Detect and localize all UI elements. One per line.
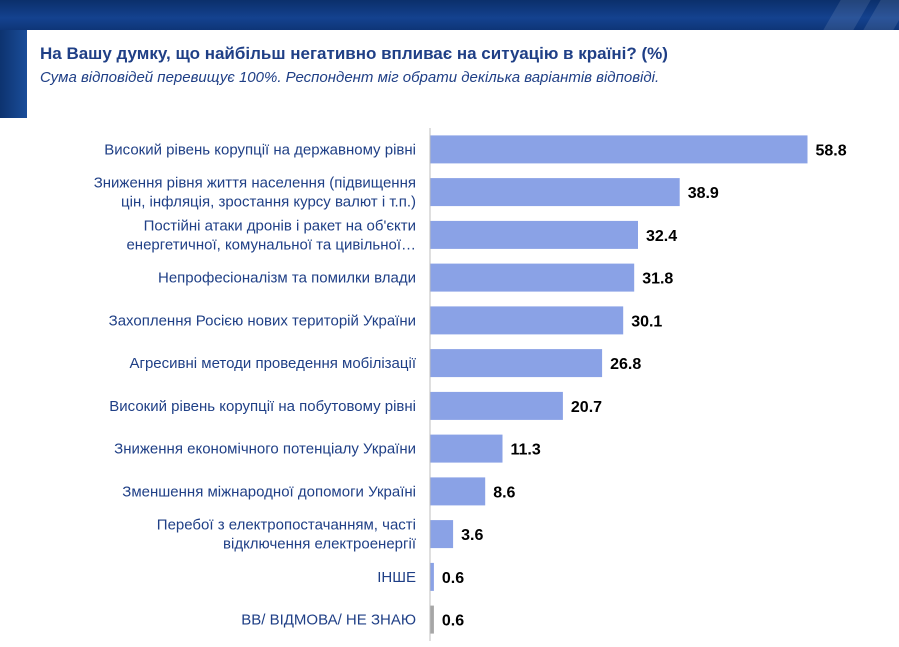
category-label: Непрофесіоналізм та помилки влади [158, 270, 416, 287]
category-label: енергетичної, комунальної та цивільної… [126, 236, 416, 253]
bar [430, 434, 503, 463]
data-label: 11.3 [511, 442, 541, 459]
category-label: Захоплення Росією нових територій Україн… [109, 312, 416, 329]
bar [430, 178, 680, 207]
data-label: 26.8 [610, 356, 641, 373]
bars-layer [430, 135, 808, 634]
bar [430, 306, 624, 335]
side-band [0, 30, 27, 118]
header-band [0, 0, 899, 30]
category-label: ВВ/ ВІДМОВА/ НЕ ЗНАЮ [241, 612, 416, 629]
data-label: 3.6 [461, 527, 483, 544]
bar [430, 349, 603, 378]
data-label: 38.9 [688, 185, 719, 202]
category-label: Зниження рівня життя населення (підвищен… [94, 175, 416, 192]
data-label: 30.1 [631, 313, 662, 330]
bar [430, 605, 434, 634]
category-label: Агресивні методи проведення мобілізації [129, 355, 416, 372]
category-label: Зменшення міжнародної допомоги Україні [122, 483, 416, 500]
bar [430, 135, 808, 164]
data-label: 31.8 [642, 271, 673, 288]
chart-subtitle: Сума відповідей перевищує 100%. Респонде… [40, 69, 660, 86]
bar [430, 562, 434, 591]
bar [430, 520, 454, 549]
data-label: 32.4 [646, 228, 677, 245]
bar [430, 391, 563, 420]
category-label: Постійні атаки дронів і ракет на об'єкти [144, 217, 416, 234]
data-label: 20.7 [571, 399, 602, 416]
category-label: Високий рівень корупції на державному рі… [104, 141, 416, 158]
data-label: 0.6 [442, 613, 464, 630]
data-label: 8.6 [493, 484, 515, 501]
bar [430, 263, 635, 292]
category-label: цін, інфляція, зростання курсу валют і т… [121, 194, 416, 211]
data-label: 0.6 [442, 570, 464, 587]
bar [430, 477, 486, 506]
chart-title: На Вашу думку, що найбільш негативно впл… [40, 44, 668, 63]
category-label: відключення електроенергії [223, 536, 417, 553]
category-label: Зниження економічного потенціалу України [114, 441, 416, 458]
data-label: 58.8 [816, 142, 847, 159]
category-label: Високий рівень корупції на побутовому рі… [109, 398, 416, 415]
labels-layer: 58.8 Високий рівень корупції на державном… [94, 141, 847, 629]
bar [430, 220, 638, 249]
category-label: ІНШЕ [377, 569, 416, 586]
category-label: Перебої з електропостачанням, часті [157, 517, 416, 534]
